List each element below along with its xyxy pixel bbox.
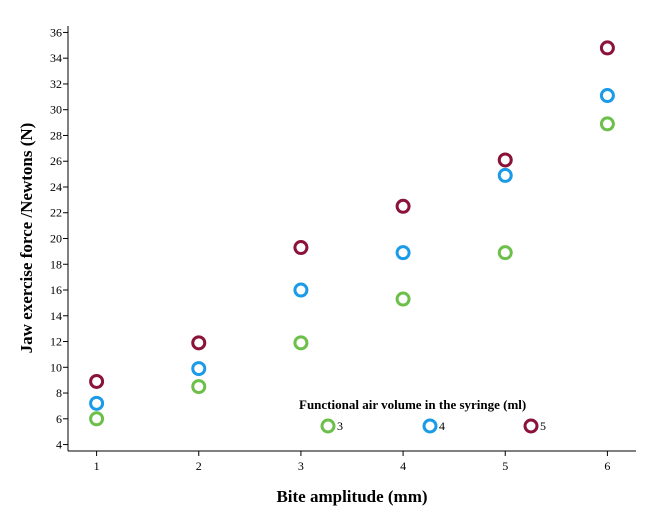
legend-items: 3 4 5 — [320, 418, 546, 434]
y-tick-label: 34 — [50, 51, 62, 65]
x-tick-label: 2 — [196, 459, 202, 473]
legend-marker — [523, 418, 539, 434]
x-tick-label: 3 — [298, 459, 304, 473]
legend-title: Functional air volume in the syringe (ml… — [299, 397, 526, 412]
x-axis-title: Bite amplitude (mm) — [276, 487, 427, 506]
y-tick-label: 12 — [50, 335, 62, 349]
y-tick-label: 24 — [50, 180, 62, 194]
y-tick-label: 36 — [50, 25, 62, 39]
legend-label: 3 — [337, 419, 343, 433]
legend-label: 4 — [439, 419, 445, 433]
legend-item-3: 3 — [320, 418, 343, 434]
y-tick-label: 18 — [50, 257, 62, 271]
y-tick-label: 20 — [50, 232, 62, 246]
x-tick-label: 1 — [94, 459, 100, 473]
legend-label: 5 — [540, 419, 546, 433]
y-tick-label: 28 — [50, 128, 62, 142]
y-tick-label: 22 — [50, 206, 62, 220]
data-point-series-5 — [395, 198, 411, 214]
data-point-series-4 — [599, 88, 615, 104]
y-tick-label: 10 — [50, 360, 62, 374]
legend-marker — [422, 418, 438, 434]
y-tick-label: 4 — [56, 438, 62, 452]
data-point-series-4 — [395, 245, 411, 261]
y-tick-label: 16 — [50, 283, 62, 297]
y-tick-label: 26 — [50, 154, 62, 168]
data-point-series-4 — [89, 395, 105, 411]
data-point-series-3 — [395, 291, 411, 307]
y-tick-label: 14 — [50, 309, 62, 323]
data-point-series-3 — [599, 116, 615, 132]
x-axis-ticks: 1 2 3 4 5 6 — [94, 451, 610, 473]
data-point-series-3 — [191, 379, 207, 395]
data-point-series-5 — [599, 40, 615, 56]
x-tick-label: 4 — [400, 459, 406, 473]
data-point-series-4 — [191, 361, 207, 377]
data-points — [89, 40, 615, 427]
axes — [67, 26, 636, 452]
data-point-series-5 — [497, 152, 513, 168]
y-tick-label: 30 — [50, 103, 62, 117]
y-tick-label: 32 — [50, 77, 62, 91]
data-point-series-3 — [293, 335, 309, 351]
y-axis-ticks: 4 6 8 10 12 14 16 18 20 22 24 26 28 30 32 34 36 — [50, 25, 68, 452]
data-point-series-4 — [293, 282, 309, 298]
x-tick-label: 5 — [502, 459, 508, 473]
legend-item-4: 4 — [422, 418, 445, 434]
legend: Functional air volume in the syringe (ml… — [299, 397, 546, 434]
y-tick-label: 8 — [56, 386, 62, 400]
x-tick-label: 6 — [604, 459, 610, 473]
data-point-series-5 — [293, 240, 309, 256]
data-point-series-5 — [191, 335, 207, 351]
data-point-series-5 — [89, 373, 105, 389]
legend-marker — [320, 418, 336, 434]
data-point-series-4 — [497, 167, 513, 183]
data-point-series-3 — [89, 411, 105, 427]
y-axis-title: Jaw exercise force /Newtons (N) — [17, 123, 36, 354]
legend-item-5: 5 — [523, 418, 546, 434]
data-point-series-3 — [497, 245, 513, 261]
y-tick-label: 6 — [56, 412, 62, 426]
